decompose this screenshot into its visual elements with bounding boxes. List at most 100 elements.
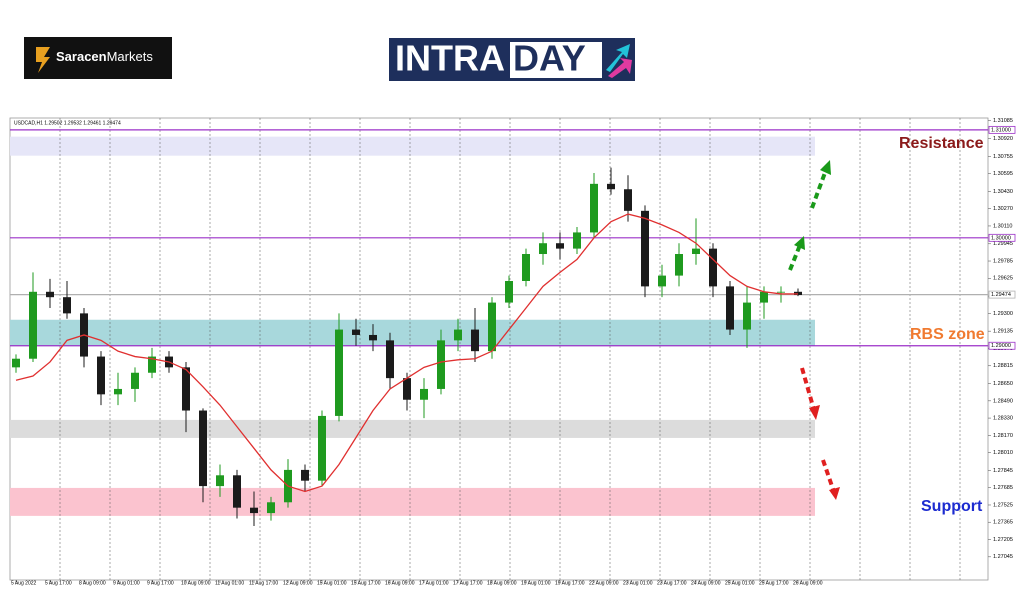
y-tick-label: 1.27365 [993,520,1013,526]
x-tick-label: 19 Aug 01:00 [521,580,551,586]
x-tick-label: 25 Aug 01:00 [725,580,755,586]
y-tick-label: 1.28330 [993,416,1013,422]
y-tick-label: 1.29135 [993,329,1013,335]
candle-body [675,254,683,276]
y-tick-label: 1.30110 [993,223,1012,229]
arrow-up-1 [810,169,828,209]
y-tick-label: 1.27205 [993,537,1013,543]
y-tick-label: 1.30270 [993,206,1013,212]
x-tick-label: 26 Aug 09:00 [793,580,823,586]
arrow-head [794,236,805,250]
candle-body [624,189,632,211]
price-level-box [988,290,1016,299]
y-tick-label: 1.29785 [993,258,1013,264]
price-level-box [988,233,1016,242]
zone [10,136,815,156]
candle-body [386,340,394,379]
intraday-intra: INTRA [395,38,505,79]
candle-body [777,291,785,293]
arrow-head [809,405,820,420]
candle-body [760,291,768,303]
x-tick-label: 23 Aug 01:00 [623,580,653,586]
price-level-box [988,125,1016,134]
arrow-up-2 [788,244,802,271]
annotation-support: Support [921,498,983,515]
x-tick-label: 18 Aug 09:00 [487,580,517,586]
y-tick-label: 1.29625 [993,276,1013,282]
arrow-head [820,160,831,175]
zone [10,487,815,516]
candle-body [114,388,122,395]
candle-body [301,469,309,481]
zone [10,419,815,438]
candle-body [29,291,37,359]
candle-body [692,248,700,255]
candle-body [199,410,207,487]
brand-light: Markets [107,49,154,64]
x-tick-label: 22 Aug 09:00 [589,580,619,586]
candle-body [454,329,462,341]
x-tick-label: 25 Aug 17:00 [759,580,789,586]
candle-body [437,340,445,389]
arrows [788,169,836,493]
candle-body [63,297,71,314]
x-tick-label: 15 Aug 01:00 [317,580,347,586]
y-tick-label: 1.30430 [993,189,1013,195]
x-tick-label: 5 Aug 17:00 [45,580,72,586]
candle-body [488,302,496,352]
moving-average [15,213,798,493]
x-tick-label: 9 Aug 01:00 [113,580,140,586]
candle-body [573,232,581,249]
y-tick-label: 1.28490 [993,398,1013,404]
intraday-day-box [510,42,602,78]
symbol-header: USDCAD,H1 1.29502 1.29532 1.29461 1.2947… [14,120,121,126]
intraday-arrow-up [606,44,630,72]
y-tick-label: 1.27045 [993,554,1013,560]
candle-body [12,358,20,368]
candle-body [403,378,411,400]
x-tick-label: 5 Aug 2022 [11,580,37,586]
x-tick-label: 11 Aug 17:00 [249,580,278,586]
candle-body [233,475,241,508]
price-level-label: 1.29474 [991,292,1011,298]
candle-body [590,183,598,233]
candle-body [505,280,513,303]
x-tick-label: 11 Aug 01:00 [215,580,244,586]
x-tick-label: 24 Aug 09:00 [691,580,721,586]
x-tick-label: 17 Aug 01:00 [419,580,449,586]
y-tick-label: 1.28650 [993,381,1013,387]
candle-body [607,183,615,190]
candle-body [539,243,547,255]
candle-body [420,388,428,400]
x-tick-label: 23 Aug 17:00 [657,580,687,586]
annotation-resistance: Resistance [899,135,984,152]
price-level-label: 1.29000 [991,343,1011,349]
intraday-arrow-down [608,58,632,78]
x-tick-label: 17 Aug 17:00 [453,580,483,586]
candle-body [318,415,326,481]
candle-body [658,275,666,287]
candle-body [522,254,530,281]
x-tick-label: 10 Aug 09:00 [181,580,211,586]
candle-body [556,243,564,249]
candle-body [46,291,54,298]
candle-body [131,372,139,389]
arrow-down-2 [821,459,836,493]
candle-body [148,356,156,373]
x-tick-label: 9 Aug 17:00 [147,580,174,586]
y-tick-label: 1.29945 [993,241,1013,247]
x-tick-label: 16 Aug 09:00 [385,580,415,586]
zone [10,319,815,346]
intraday-day: DAY [513,38,586,79]
candle-body [709,248,717,287]
candle-body [216,475,224,487]
candle-body [250,507,258,514]
y-tick-label: 1.28170 [993,433,1013,439]
candle-body [743,302,751,330]
candle-body [369,334,377,341]
x-tick-label: 8 Aug 09:00 [79,580,106,586]
brand-icon [36,47,50,73]
annotation-rbs: RBS zone [910,326,985,343]
